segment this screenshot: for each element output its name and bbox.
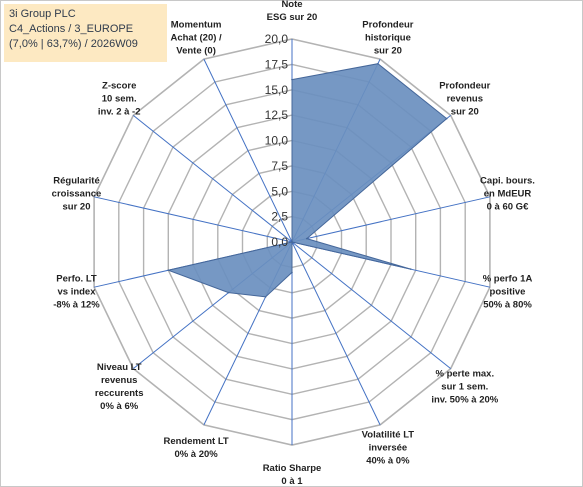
data-point-8: [264, 296, 267, 298]
spoke-12: [132, 115, 293, 243]
spoke-3: [291, 196, 491, 243]
axis-label-11: Régularité croissance sur 20: [52, 175, 102, 212]
radar-series: [166, 62, 448, 298]
stats-week: (7,0% | 63,7%) / 2026W09: [9, 38, 138, 50]
data-point-9: [227, 291, 230, 294]
data-point-7: [291, 271, 293, 274]
axis-label-2: Profondeur revenus sur 20: [439, 81, 490, 118]
axis-label-4: % perfo 1A positive 50% à 80%: [483, 274, 533, 311]
tick-label: 10,0: [265, 134, 289, 148]
tick-label: 2,5: [271, 210, 288, 224]
axis-label-1: Profondeur historique sur 20: [362, 19, 413, 56]
tick-label: 12,5: [265, 108, 289, 122]
portfolio-path: C4_Actions / 3_EUROPE: [9, 23, 134, 35]
tick-label: 7,5: [271, 159, 288, 173]
tick-label: 5,0: [271, 184, 288, 198]
spoke-5: [291, 241, 452, 369]
axis-label-13: Momentum Achat (20) / Vente (0): [170, 19, 222, 56]
axis-label-9: Niveau LT revenus reccurents 0% à 6%: [95, 362, 144, 412]
tick-label: 15,0: [265, 83, 289, 97]
axis-label-5: % perte max. sur 1 sem. inv. 50% à 20%: [431, 368, 498, 405]
data-point-3: [306, 237, 308, 240]
radar-axis-labels: Note ESG sur 20 Profondeur historique sur 20…: [52, 0, 535, 487]
tick-label: 20,0: [265, 32, 289, 46]
axis-label-6: Volatilité LT inversée 40% à 0%: [362, 430, 415, 467]
spoke-13: [203, 58, 293, 243]
tick-label: 0,0: [271, 235, 288, 249]
data-point-0: [291, 78, 293, 81]
tick-label: 17,5: [265, 57, 289, 71]
axis-label-12: Z-score 10 sem. inv. 2 à -2: [98, 81, 141, 118]
series-area-0: [166, 63, 448, 298]
spoke-6: [291, 241, 381, 426]
axis-label-7: Ratio Sharpe 0 à 1: [263, 463, 322, 487]
company-name: 3i Group PLC: [9, 8, 76, 20]
data-point-1: [377, 62, 379, 65]
axis-label-0: Note ESG sur 20: [267, 0, 318, 23]
spoke-11: [93, 196, 293, 243]
axis-label-3: Capi. bours. en MdEUR 0 à 60 G€: [480, 175, 535, 212]
data-point-4: [409, 268, 412, 270]
data-point-2: [445, 117, 448, 120]
axis-label-10: Perfo. LT vs index -8% à 12%: [53, 274, 100, 311]
data-point-13: [291, 241, 293, 243]
chart-title-box: 3i Group PLC C4_Actions / 3_EUROPE (7,0%…: [4, 4, 167, 62]
radar-tick-labels: 0,0 2,5 5,0 7,5 10,0 12,5 15,0 17,5 20,0: [265, 32, 289, 249]
axis-label-8: Rendement LT 0% à 20%: [163, 436, 228, 460]
data-point-10: [167, 269, 170, 272]
